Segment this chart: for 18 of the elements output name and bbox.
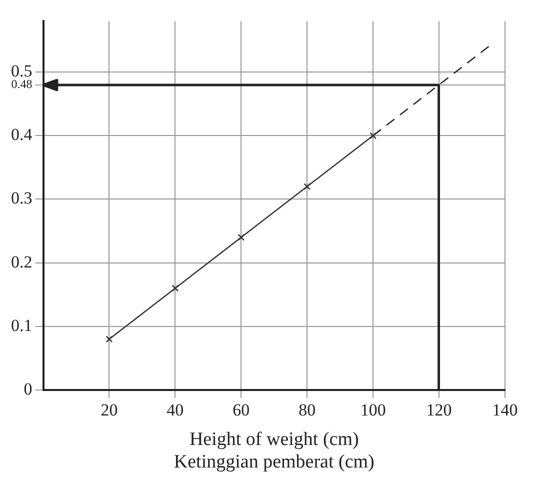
- x-tick-label: 140: [492, 400, 518, 420]
- point: [238, 234, 245, 241]
- x-tick-label: 20: [100, 400, 118, 420]
- point: [172, 284, 179, 292]
- y-tick-label: 0.2: [11, 252, 32, 272]
- point: [106, 336, 113, 343]
- x-tick-label: 100: [360, 400, 386, 420]
- x-tick-label: 60: [232, 400, 250, 420]
- y-tick-label: 0.3: [11, 188, 32, 208]
- x-axis-title: Height of weight (cm) Ketinggian pemberat (cm): [174, 428, 374, 473]
- x-tick-label: 120: [426, 400, 452, 420]
- y-tick-label: 0.4: [11, 125, 33, 144]
- y-tick-label: 0.1: [11, 316, 32, 335]
- point: [370, 132, 377, 140]
- y-tick-label: 0: [24, 379, 32, 398]
- x-tick-label: 80: [298, 400, 316, 420]
- point: [304, 183, 311, 190]
- x-tick-label: 40: [166, 400, 184, 420]
